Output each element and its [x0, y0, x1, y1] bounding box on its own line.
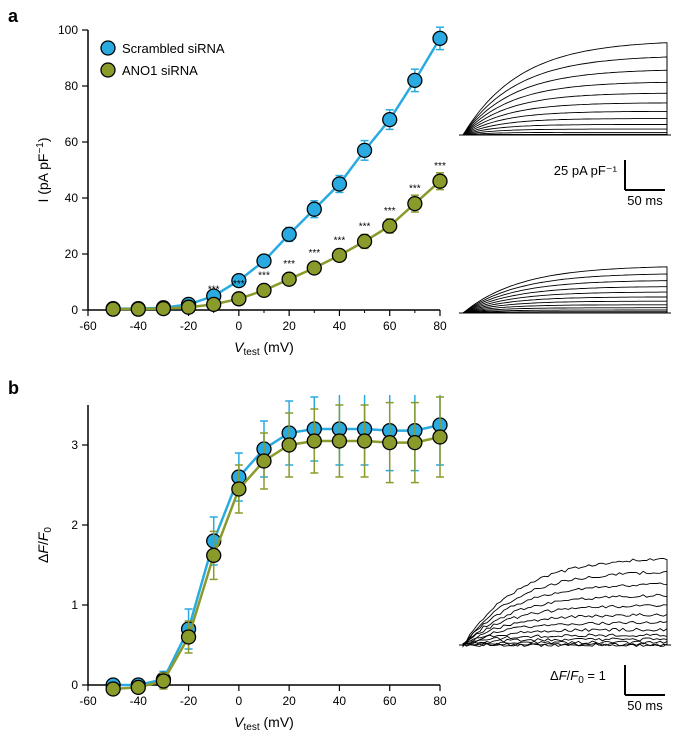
- scalebar-a-x: 50 ms: [627, 193, 663, 208]
- panel-b-traces: [455, 530, 675, 660]
- svg-text:60: 60: [65, 135, 79, 149]
- svg-text:20: 20: [282, 694, 296, 708]
- scalebar-b-x: 50 ms: [627, 698, 663, 713]
- svg-text:80: 80: [65, 79, 79, 93]
- svg-text:I (pA pF−1): I (pA pF−1): [35, 137, 51, 202]
- svg-text:0: 0: [71, 678, 78, 692]
- panel-b-scalebar: ΔF/F0 = 1 50 ms: [495, 660, 675, 715]
- svg-text:***: ***: [233, 279, 245, 290]
- svg-text:100: 100: [58, 23, 78, 37]
- panel-b-label: b: [8, 378, 19, 399]
- svg-text:***: ***: [359, 221, 371, 232]
- svg-text:0: 0: [236, 319, 243, 333]
- panel-a-traces-top: [455, 30, 675, 150]
- svg-text:***: ***: [409, 184, 421, 195]
- svg-text:20: 20: [65, 247, 79, 261]
- svg-text:2: 2: [71, 518, 78, 532]
- svg-text:80: 80: [433, 694, 447, 708]
- svg-text:-20: -20: [180, 694, 198, 708]
- svg-text:3: 3: [71, 438, 78, 452]
- svg-text:***: ***: [208, 284, 220, 295]
- svg-text:-40: -40: [130, 694, 148, 708]
- svg-text:0: 0: [236, 694, 243, 708]
- svg-text:***: ***: [283, 259, 295, 270]
- svg-text:-60: -60: [79, 694, 97, 708]
- svg-text:40: 40: [333, 694, 347, 708]
- svg-text:60: 60: [383, 319, 397, 333]
- svg-text:***: ***: [334, 235, 346, 246]
- svg-text:0: 0: [71, 303, 78, 317]
- svg-text:40: 40: [65, 191, 79, 205]
- svg-text:1: 1: [71, 598, 78, 612]
- svg-text:Scrambled siRNA: Scrambled siRNA: [122, 41, 225, 56]
- panel-a-traces-bottom: [455, 208, 675, 328]
- svg-text:80: 80: [433, 319, 447, 333]
- scalebar-a-y: 25 pA pF⁻¹: [554, 163, 618, 178]
- svg-text:-40: -40: [130, 319, 148, 333]
- panel-a-chart: -60 -40 -20 0 20 40 60 80 0 20 40 60 80 100 Vtest (mV)…: [30, 20, 450, 360]
- svg-text:Vtest (mV): Vtest (mV): [234, 714, 294, 733]
- svg-text:Vtest (mV): Vtest (mV): [234, 339, 294, 358]
- svg-text:ΔF/F0 = 1: ΔF/F0 = 1: [550, 668, 606, 686]
- panel-b-chart: -60 -40 -20 0 20 40 60 80 0 1 2 3 Vtest (mV) ΔF/F0: [30, 395, 450, 735]
- svg-text:20: 20: [282, 319, 296, 333]
- panel-a-label: a: [8, 6, 18, 27]
- svg-text:-60: -60: [79, 319, 97, 333]
- svg-text:ANO1 siRNA: ANO1 siRNA: [122, 63, 198, 78]
- svg-text:***: ***: [384, 206, 396, 217]
- svg-text:ΔF/F0: ΔF/F0: [35, 527, 54, 563]
- svg-text:***: ***: [434, 161, 446, 172]
- svg-text:***: ***: [258, 270, 270, 281]
- svg-text:60: 60: [383, 694, 397, 708]
- panel-a-scalebar: 25 pA pF⁻¹ 50 ms: [505, 155, 675, 210]
- svg-text:40: 40: [333, 319, 347, 333]
- svg-text:-20: -20: [180, 319, 198, 333]
- svg-text:***: ***: [308, 248, 320, 259]
